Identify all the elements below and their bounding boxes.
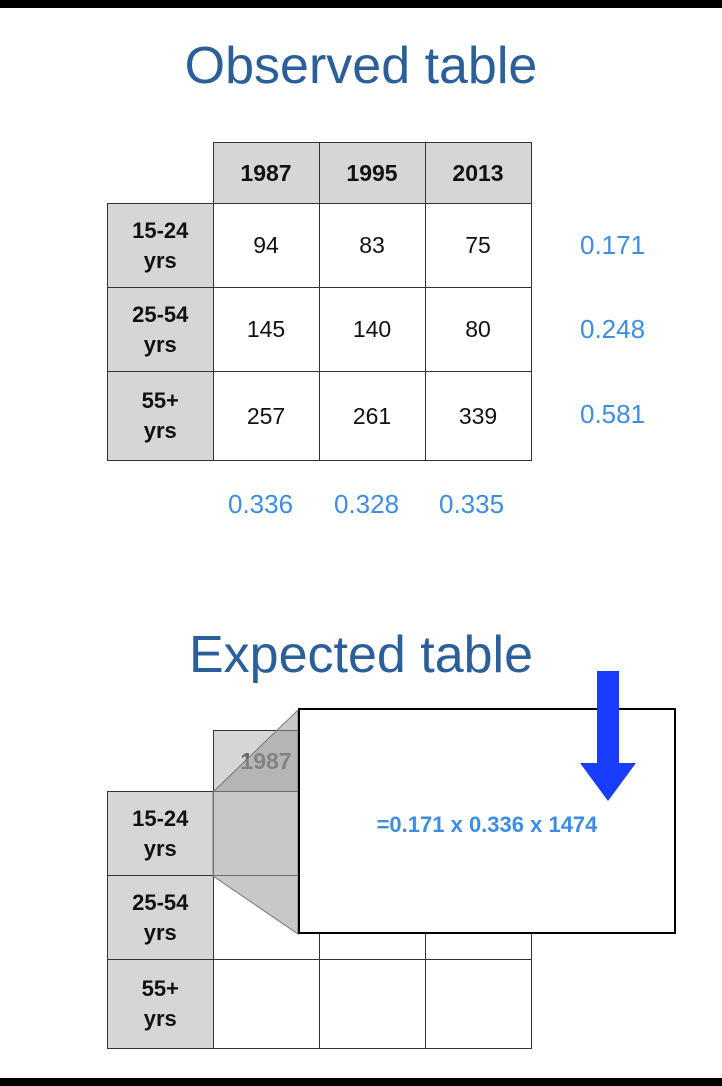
table-cell: 339 (424, 371, 532, 461)
row-marginal: 0.248 (580, 314, 646, 344)
observed-table: 1987 1995 2013 15-24 yrs 94 83 75 25-54 yr… (107, 142, 532, 461)
column-header: 1995 (318, 142, 426, 204)
down-arrow-icon (580, 671, 636, 801)
table-cell: 94 (212, 203, 320, 288)
table-cell (318, 959, 426, 1049)
table-cell (212, 959, 320, 1049)
table-cell: 75 (424, 203, 532, 288)
observed-table-title: Observed table (184, 37, 538, 95)
column-marginal: 0.335 (439, 489, 505, 519)
row-marginal: 0.581 (580, 399, 646, 429)
table-cell: 140 (318, 287, 426, 372)
row-header: 25-54 yrs (107, 287, 214, 372)
column-header: 2013 (424, 142, 532, 204)
row-header: 15-24 yrs (107, 791, 214, 876)
slide: Observed table 1987 1995 2013 15-24 yrs 9… (0, 8, 722, 1078)
table-cell: 257 (212, 371, 320, 461)
expected-table-title: Expected table (188, 626, 534, 684)
formula-text: =0.171 x 0.336 x 1474 (376, 812, 598, 837)
table-cell: 261 (318, 371, 426, 461)
zoom-callout-shade (212, 708, 299, 935)
column-marginal: 0.328 (334, 489, 400, 519)
table-cell: 83 (318, 203, 426, 288)
column-marginal: 0.336 (228, 489, 294, 519)
row-header: 55+ yrs (107, 959, 214, 1049)
table-row: 55+ yrs 257 261 339 (107, 371, 532, 461)
row-header: 25-54 yrs (107, 875, 214, 960)
row-marginal: 0.171 (580, 230, 646, 260)
row-header: 55+ yrs (107, 371, 214, 461)
table-cell (424, 959, 532, 1049)
column-header: 1987 (212, 142, 320, 204)
table-row: 55+ yrs (107, 959, 532, 1049)
